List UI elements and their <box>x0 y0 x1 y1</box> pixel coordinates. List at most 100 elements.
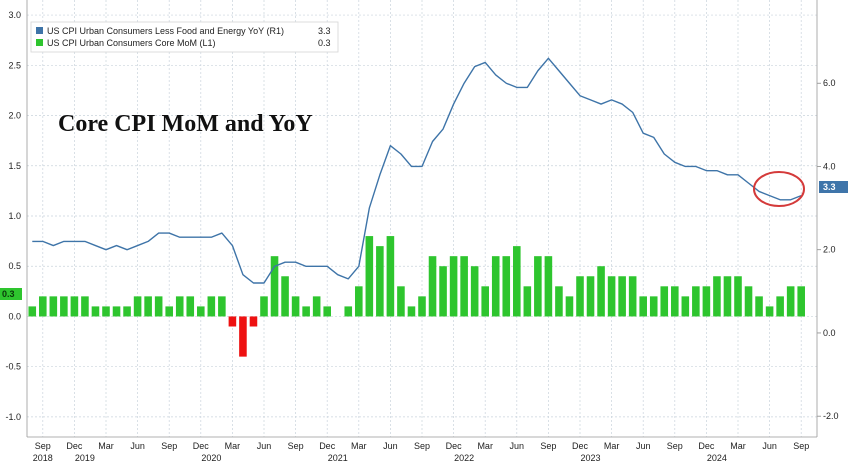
legend-label-mom: US CPI Urban Consumers Core MoM (L1) <box>47 38 216 48</box>
bar-core-mom <box>418 296 426 317</box>
bar-core-mom <box>576 276 584 317</box>
right-tick-label: 0.0 <box>823 328 836 338</box>
x-tick-label: Sep <box>414 441 430 451</box>
bar-core-mom <box>28 306 37 317</box>
bar-core-mom <box>70 296 79 317</box>
tags-layer: 0.3 3.3 <box>0 181 848 300</box>
x-tick-label: Mar <box>477 441 493 451</box>
bar-core-mom <box>344 306 353 317</box>
bar-core-mom <box>60 296 68 317</box>
left-tick-label: 2.5 <box>8 60 21 70</box>
bar-core-mom <box>702 286 711 317</box>
chart-title: Core CPI MoM and YoY <box>58 111 313 137</box>
bar-core-mom <box>186 296 195 317</box>
x-tick-label: Sep <box>667 441 683 451</box>
bar-core-mom <box>449 256 458 317</box>
bar-core-mom <box>91 306 100 317</box>
bar-core-mom <box>755 296 763 317</box>
right-value-tag: 3.3 <box>823 182 836 192</box>
line-layer <box>32 57 802 284</box>
bar-core-mom <box>470 266 479 317</box>
left-tick-label: -1.0 <box>5 412 21 422</box>
bar-core-mom <box>386 236 395 317</box>
x-tick-label: Jun <box>130 441 145 451</box>
x-tick-label: Mar <box>604 441 620 451</box>
bar-core-mom <box>502 256 511 317</box>
bar-core-mom <box>649 296 658 317</box>
x-tick-label: Mar <box>98 441 114 451</box>
left-tick-label: 1.0 <box>8 211 21 221</box>
bar-core-mom <box>597 266 605 317</box>
right-tick-label: 4.0 <box>823 161 836 171</box>
bar-core-mom <box>786 286 795 317</box>
right-tick-label: 6.0 <box>823 78 836 88</box>
x-year-label: 2018 <box>33 453 53 463</box>
bar-core-mom <box>681 296 690 317</box>
bar-core-mom <box>407 306 416 317</box>
x-tick-label: Dec <box>193 441 210 451</box>
bar-core-mom <box>207 296 216 317</box>
left-tick-label: 0.5 <box>8 261 21 271</box>
x-tick-label: Sep <box>540 441 556 451</box>
x-year-label: 2022 <box>454 453 474 463</box>
x-tick-label: Sep <box>288 441 304 451</box>
axes-layer: 3.0 2.5 2.0 1.5 1.0 0.5 0.0 -0.5 -1.0 6.0 4.0 2.0 0.… <box>5 0 839 463</box>
bar-core-mom <box>723 276 732 317</box>
x-tick-label: Sep <box>35 441 51 451</box>
bar-core-mom <box>197 306 205 317</box>
bar-core-mom <box>239 316 247 357</box>
x-tick-label: Jun <box>510 441 525 451</box>
x-tick-label: Dec <box>319 441 336 451</box>
bar-core-mom <box>312 296 321 317</box>
x-year-label: 2019 <box>75 453 95 463</box>
x-tick-label: Sep <box>793 441 809 451</box>
bar-core-mom <box>365 236 374 317</box>
right-tick-label: 2.0 <box>823 245 836 255</box>
bar-core-mom <box>154 296 163 317</box>
bar-core-mom <box>491 256 500 317</box>
bar-core-mom <box>713 276 721 317</box>
x-tick-label: Dec <box>572 441 589 451</box>
bar-core-mom <box>513 246 521 317</box>
bar-core-mom <box>144 296 152 317</box>
bar-core-mom <box>102 306 110 317</box>
left-tick-label: 1.5 <box>8 161 21 171</box>
x-tick-label: Jun <box>762 441 777 451</box>
bar-core-mom <box>133 296 142 317</box>
bar-core-mom <box>249 316 258 327</box>
bar-core-mom <box>397 286 405 317</box>
bar-core-mom <box>165 306 173 317</box>
bar-core-mom <box>439 266 447 317</box>
left-tick-label: 3.0 <box>8 10 21 20</box>
bar-core-mom <box>481 286 489 317</box>
x-tick-label: Mar <box>225 441 241 451</box>
bar-core-mom <box>218 296 226 317</box>
legend-label-yoy: US CPI Urban Consumers Less Food and Ene… <box>47 26 284 36</box>
bar-core-mom <box>639 296 647 317</box>
bar-core-mom <box>270 256 279 317</box>
left-tick-label: 0.0 <box>8 311 21 321</box>
bar-core-mom <box>112 306 121 317</box>
x-tick-label: Jun <box>257 441 272 451</box>
bar-core-mom <box>660 286 669 317</box>
bar-core-mom <box>618 276 626 317</box>
left-tick-label: 2.0 <box>8 111 21 121</box>
highlight-circle <box>753 171 805 207</box>
bar-core-mom <box>765 306 774 317</box>
legend: US CPI Urban Consumers Less Food and Ene… <box>30 21 339 53</box>
x-tick-label: Jun <box>383 441 398 451</box>
x-year-label: 2021 <box>328 453 348 463</box>
grid-layer <box>27 0 817 437</box>
bar-core-mom <box>607 276 616 317</box>
bar-core-mom <box>692 286 700 317</box>
bar-core-mom <box>428 256 437 317</box>
bar-core-mom <box>291 296 300 317</box>
x-tick-label: Dec <box>446 441 463 451</box>
bar-core-mom <box>797 286 805 317</box>
bar-core-mom <box>744 286 753 317</box>
bar-core-mom <box>376 246 384 317</box>
bar-core-mom <box>123 306 131 317</box>
left-value-tag: 0.3 <box>2 289 15 299</box>
